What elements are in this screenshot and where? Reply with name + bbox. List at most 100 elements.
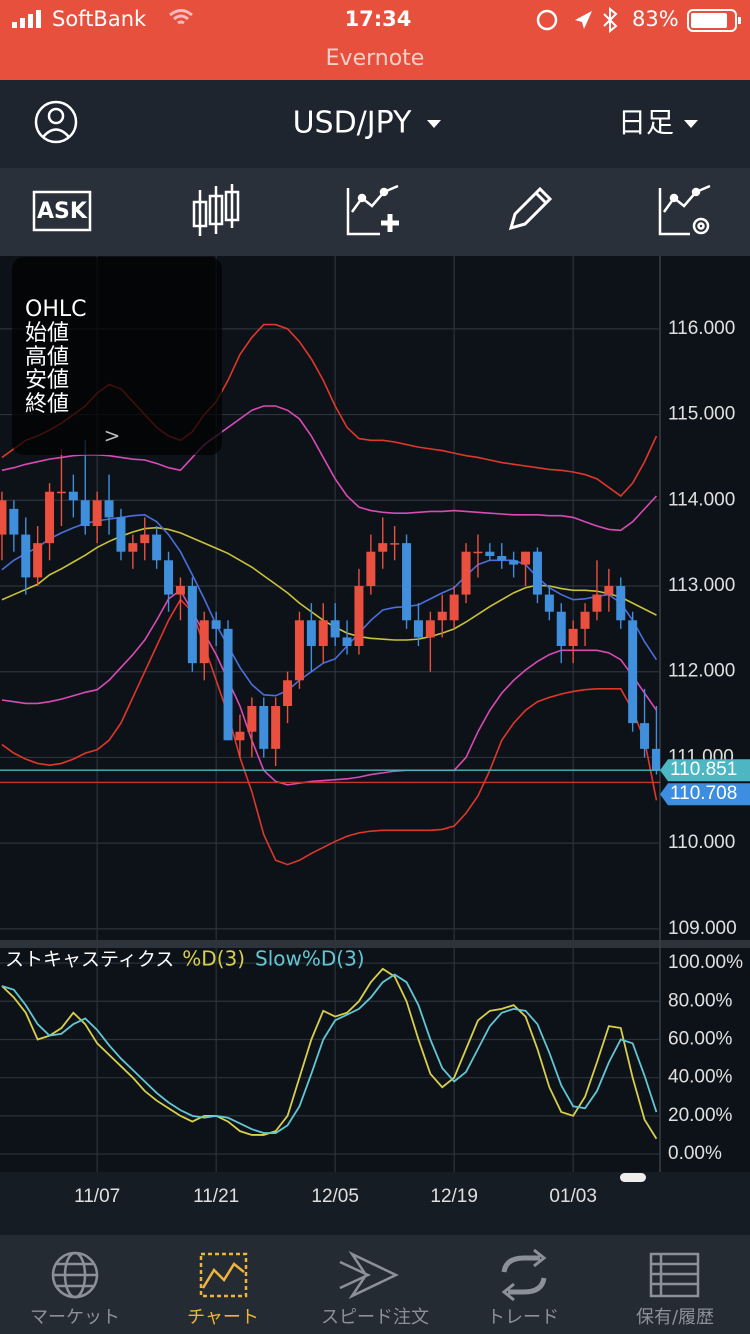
stoch-line xyxy=(1,967,658,1140)
symbol-selector[interactable]: USD/JPY xyxy=(293,106,412,141)
back-to-app[interactable]: Evernote xyxy=(326,46,425,71)
legend-entry: Slow%D(3) xyxy=(255,947,365,971)
battery-percent: 83% xyxy=(632,7,679,31)
panel-separator xyxy=(0,940,750,948)
stoch-title: ストキャスティクス xyxy=(5,949,174,971)
candle-body xyxy=(92,500,102,526)
candle-body xyxy=(187,586,197,664)
x-tick-label: 11/07 xyxy=(74,1186,120,1207)
battery-tip xyxy=(738,17,741,24)
header-bar xyxy=(0,80,750,168)
info-row: 始値 xyxy=(25,321,69,346)
ask-button[interactable] xyxy=(32,190,92,232)
candle-body xyxy=(568,628,578,646)
signal-icon xyxy=(12,10,41,28)
tab-label[interactable]: スピード注文 xyxy=(321,1307,429,1328)
tab-icon xyxy=(199,1252,248,1298)
candle-body xyxy=(152,534,162,561)
battery-icon xyxy=(687,9,737,32)
candle-body xyxy=(449,594,459,621)
x-tick-label: 11/21 xyxy=(193,1186,239,1207)
candle-body xyxy=(378,543,388,552)
candle-body xyxy=(390,543,400,545)
candle-body xyxy=(56,491,66,494)
candle-body xyxy=(21,534,31,578)
carrier: SoftBank xyxy=(52,7,147,31)
location-icon xyxy=(575,11,592,29)
y-tick-label: 115.000 xyxy=(668,404,735,425)
candle-body xyxy=(366,551,376,586)
price-tag xyxy=(660,783,750,806)
candle-body xyxy=(461,551,471,595)
battery-level xyxy=(691,13,727,28)
tab-label[interactable]: チャート xyxy=(187,1307,259,1328)
candle-body xyxy=(247,706,257,732)
candle-body xyxy=(509,560,519,565)
candle-body xyxy=(33,543,43,578)
y-tick-label: 100.00% xyxy=(668,952,743,973)
info-row: 終値 xyxy=(25,392,69,417)
candle-body xyxy=(68,491,78,501)
candle-body xyxy=(580,611,590,629)
y-tick-label: 0.00% xyxy=(668,1143,722,1164)
candle-body xyxy=(259,706,269,749)
candle-body xyxy=(164,560,174,595)
candle-body xyxy=(116,517,126,552)
candle-body xyxy=(473,551,483,554)
candle-body xyxy=(0,500,7,535)
y-tick-label: 113.000 xyxy=(668,575,735,596)
candle-body xyxy=(592,594,602,612)
candle-type-button[interactable] xyxy=(192,184,240,236)
wifi-icon xyxy=(169,9,193,25)
x-tick-label: 12/05 xyxy=(311,1186,359,1207)
info-expand[interactable]: > xyxy=(104,424,121,448)
status-bar xyxy=(0,0,750,80)
y-tick-label: 116.000 xyxy=(668,318,735,339)
candle-body xyxy=(521,551,531,565)
ask-label: ASK xyxy=(37,199,88,224)
candle-body xyxy=(437,611,447,621)
dropdown-arrow xyxy=(684,120,698,128)
candle-body xyxy=(271,706,281,749)
candle-body xyxy=(80,500,90,526)
tab-icon xyxy=(649,1252,700,1298)
y-tick-label: 110.000 xyxy=(668,832,735,853)
indicator-line xyxy=(1,405,658,532)
tab-label[interactable]: マーケット xyxy=(30,1307,120,1328)
tab-label[interactable]: 保有/履歴 xyxy=(636,1307,714,1328)
candle-body xyxy=(556,611,566,646)
x-axis-strip xyxy=(0,1172,750,1235)
candle-body xyxy=(425,620,435,638)
candle-body xyxy=(413,620,423,638)
y-tick-label: 112.000 xyxy=(668,661,735,682)
candle-body xyxy=(175,586,185,595)
bluetooth-icon xyxy=(603,6,618,34)
tab-icon xyxy=(339,1250,399,1300)
indicator-line xyxy=(1,589,658,786)
tab-icon xyxy=(501,1248,547,1302)
candle-body xyxy=(140,534,150,544)
info-row: 高値 xyxy=(25,345,69,370)
draw-button[interactable] xyxy=(508,186,553,231)
account-button[interactable] xyxy=(34,100,78,144)
info-title: OHLC xyxy=(25,297,86,322)
tab-label[interactable]: トレード xyxy=(487,1307,559,1328)
price-tag-label: 110.708 xyxy=(670,783,737,804)
indicator-line xyxy=(1,598,658,866)
info-row: 安値 xyxy=(25,368,69,393)
candle-body xyxy=(651,748,660,771)
price-tag-label: 110.851 xyxy=(670,759,737,780)
add-indicator-button[interactable] xyxy=(346,184,399,236)
period-selector[interactable]: 日足 xyxy=(618,106,674,139)
candle-body xyxy=(223,628,233,741)
candle-body xyxy=(640,723,650,749)
candle-body xyxy=(544,594,554,612)
indicator-settings-button[interactable] xyxy=(658,184,711,236)
dropdown-arrow xyxy=(427,120,441,128)
rotation-lock-icon xyxy=(536,9,558,31)
stoch-line xyxy=(1,973,658,1134)
candle-body xyxy=(628,620,638,724)
candle-body xyxy=(330,620,340,638)
